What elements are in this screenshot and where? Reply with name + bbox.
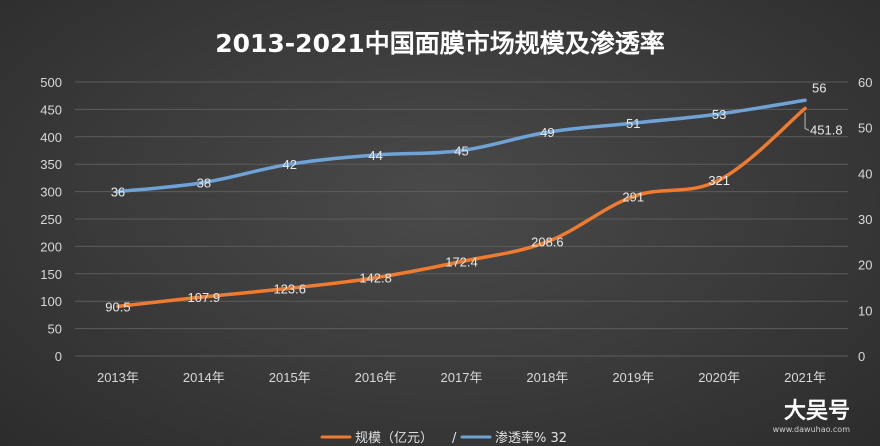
x-tick-label: 2017年	[441, 370, 483, 385]
left-tick-label: 150	[40, 267, 62, 282]
right-tick-label: 60	[858, 75, 872, 90]
right-tick-label: 20	[858, 258, 872, 273]
right-tick-label: 50	[858, 121, 872, 136]
series-line-penetration	[116, 98, 807, 194]
watermark-text: 大吴号	[784, 398, 850, 424]
left-tick-label: 500	[40, 75, 62, 90]
x-tick-label: 2018年	[526, 370, 568, 385]
label-leader-line	[804, 112, 810, 131]
legend-separator: /	[452, 431, 457, 446]
right-tick-label: 30	[858, 212, 872, 227]
data-label-scale: 172.4	[445, 255, 478, 270]
left-tick-label: 0	[55, 349, 62, 364]
data-label-penetration: 56	[812, 80, 826, 95]
left-tick-label: 50	[48, 322, 62, 337]
watermark-url: www.dawuhao.com	[773, 425, 851, 434]
series-layer	[116, 98, 807, 309]
right-tick-label: 0	[858, 349, 865, 364]
left-tick-label: 300	[40, 185, 62, 200]
watermark-logo: 大吴号 www.dawuhao.com	[773, 398, 851, 434]
x-tick-label: 2016年	[355, 370, 397, 385]
gridlines	[75, 81, 848, 357]
data-label-penetration: 45	[454, 144, 468, 159]
data-label-scale: 208.6	[531, 235, 564, 250]
left-y-axis: 0 50 100 150 200 250 300 350 400 450 500	[40, 75, 62, 364]
x-tick-label: 2019年	[612, 370, 654, 385]
data-label-penetration: 42	[282, 157, 296, 172]
chart-title: 2013-2021中国面膜市场规模及渗透率	[215, 29, 665, 58]
data-label-scale: 321	[708, 173, 730, 188]
legend-label-penetration: 渗透率% 32	[495, 430, 567, 446]
data-label-penetration: 53	[712, 107, 726, 122]
x-tick-label: 2014年	[183, 370, 225, 385]
data-label-penetration: 38	[197, 175, 211, 190]
series-line-scale	[116, 106, 807, 309]
data-label-scale: 107.9	[188, 290, 221, 305]
left-tick-label: 350	[40, 157, 62, 172]
data-label-penetration: 44	[368, 148, 382, 163]
x-tick-label: 2015年	[269, 370, 311, 385]
data-label-scale: 451.8	[810, 122, 843, 137]
data-label-scale: 142.8	[359, 271, 392, 286]
left-tick-label: 200	[40, 239, 62, 254]
right-y-axis: 0 10 20 30 40 50 60	[858, 75, 872, 364]
legend: 规模（亿元） / 渗透率% 32	[320, 430, 567, 446]
data-label-scale: 90.5	[105, 299, 130, 314]
legend-label-scale: 规模（亿元）	[355, 431, 433, 446]
right-tick-label: 40	[858, 166, 872, 181]
data-label-penetration: 51	[626, 116, 640, 131]
x-axis: 2013年 2014年 2015年 2016年 2017年 2018年 2019年 2020年…	[97, 370, 826, 385]
data-label-penetration: 36	[111, 185, 125, 200]
data-labels: 90.5 107.9 123.6 142.8 172.4 208.6 291 321 451.8…	[105, 80, 842, 314]
data-label-scale: 291	[622, 190, 644, 205]
right-tick-label: 10	[858, 303, 872, 318]
left-tick-label: 450	[40, 102, 62, 117]
data-label-scale: 123.6	[273, 281, 306, 296]
x-tick-label: 2021年	[784, 370, 826, 385]
x-tick-label: 2013年	[97, 370, 139, 385]
left-tick-label: 400	[40, 130, 62, 145]
left-tick-label: 250	[40, 212, 62, 227]
data-label-penetration: 49	[540, 125, 554, 140]
x-tick-label: 2020年	[698, 370, 740, 385]
left-tick-label: 100	[40, 294, 62, 309]
